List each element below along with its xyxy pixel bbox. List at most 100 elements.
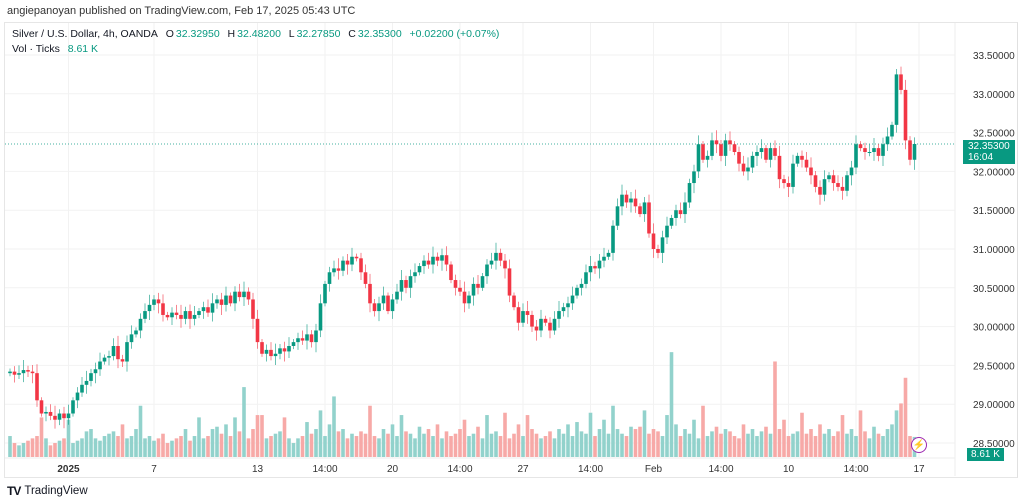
candle-body bbox=[215, 299, 219, 304]
volume-bar bbox=[588, 412, 593, 457]
candle-body bbox=[318, 303, 323, 331]
candle-body bbox=[282, 348, 287, 352]
candle-body bbox=[782, 179, 786, 184]
volume-bar bbox=[678, 436, 683, 457]
candle-body bbox=[179, 314, 183, 319]
volume-bar bbox=[359, 431, 363, 457]
volume-badge: 8.61 K bbox=[967, 448, 1004, 461]
candle-body bbox=[602, 256, 606, 261]
bar-countdown: 16:04 bbox=[968, 152, 994, 163]
volume-bar bbox=[107, 433, 111, 457]
legend: Silver / U.S. Dollar, 4h, OANDA O 32.3295… bbox=[12, 27, 501, 57]
candle-body bbox=[35, 373, 39, 401]
volume-bar bbox=[642, 410, 647, 457]
change-value: +0.02200 (+0.07%) bbox=[409, 28, 500, 40]
candle-body bbox=[863, 148, 867, 152]
candle-body bbox=[633, 198, 638, 207]
candle-body bbox=[125, 342, 129, 362]
volume-bar bbox=[458, 429, 462, 457]
volume-bar bbox=[606, 433, 611, 457]
volume-bar bbox=[710, 431, 714, 457]
volume-bar bbox=[264, 438, 269, 457]
volume-bar bbox=[431, 436, 435, 457]
volume-bar bbox=[687, 433, 692, 457]
volume-bar bbox=[71, 443, 75, 457]
candle-body bbox=[66, 413, 71, 419]
candle-body bbox=[903, 89, 908, 141]
volume-bar bbox=[219, 433, 224, 457]
volume-bar bbox=[48, 445, 53, 457]
volume-bar bbox=[147, 436, 152, 457]
time-tick-label: 14:00 bbox=[312, 464, 337, 475]
candle-body bbox=[71, 400, 75, 414]
volume-bar bbox=[188, 440, 192, 457]
candle-body bbox=[120, 359, 125, 362]
candle-body bbox=[606, 252, 611, 257]
volume-bar bbox=[381, 429, 386, 457]
volume-bar bbox=[624, 436, 629, 457]
candle-body bbox=[575, 287, 579, 296]
candle-body bbox=[21, 370, 26, 374]
volume-bar bbox=[768, 433, 773, 457]
candle-body bbox=[827, 175, 831, 180]
candle-body bbox=[777, 155, 782, 180]
volume-bar bbox=[84, 431, 89, 457]
volume-bar bbox=[903, 377, 908, 457]
volume-bar bbox=[345, 438, 350, 457]
time-tick-label: 2025 bbox=[57, 464, 80, 475]
volume-bar bbox=[399, 415, 404, 457]
volume-bar bbox=[512, 433, 516, 457]
volume-bar bbox=[237, 431, 242, 457]
tradingview-logo[interactable]: TV TradingView bbox=[7, 484, 88, 498]
volume-bar bbox=[836, 431, 840, 457]
volume-bar bbox=[534, 433, 539, 457]
candle-body bbox=[314, 330, 318, 343]
volume-bar bbox=[489, 433, 494, 457]
volume-bar bbox=[75, 440, 80, 457]
symbol-title[interactable]: Silver / U.S. Dollar, 4h, OANDA bbox=[12, 28, 158, 40]
candle-body bbox=[399, 280, 404, 292]
time-tick-label: Feb bbox=[645, 464, 663, 475]
volume-bar bbox=[197, 417, 201, 457]
volume-bar bbox=[422, 433, 426, 457]
volume-bar bbox=[737, 438, 741, 457]
volume-bar bbox=[584, 433, 588, 457]
candle-body bbox=[728, 140, 732, 145]
candle-body bbox=[476, 283, 480, 288]
candle-body bbox=[449, 264, 453, 281]
candle-body bbox=[336, 268, 341, 271]
candle-body bbox=[237, 291, 242, 298]
volume-bar bbox=[782, 419, 786, 457]
lightning-icon[interactable]: ⚡ bbox=[911, 437, 927, 453]
candle-body bbox=[300, 338, 305, 341]
candle-body bbox=[804, 159, 809, 168]
time-tick-label: 14:00 bbox=[708, 464, 733, 475]
candle-body bbox=[102, 357, 107, 362]
candle-body bbox=[80, 384, 84, 393]
volume-bar bbox=[876, 433, 881, 457]
candle-body bbox=[795, 155, 800, 164]
candle-body bbox=[458, 287, 462, 292]
volume-bar bbox=[170, 440, 174, 457]
candle-body bbox=[8, 371, 12, 374]
volume-bar bbox=[224, 424, 228, 457]
candle-body bbox=[417, 266, 422, 273]
volume-bar bbox=[453, 433, 458, 457]
price-tick-label: 28.50000 bbox=[973, 439, 1015, 450]
volume-bar bbox=[17, 445, 21, 457]
time-tick-label: 7 bbox=[151, 464, 157, 475]
candle-body bbox=[390, 299, 395, 312]
volume-bar bbox=[228, 436, 233, 457]
volume-bars bbox=[8, 352, 917, 457]
price-tick-label: 32.50000 bbox=[973, 129, 1015, 140]
volume-bar bbox=[885, 429, 890, 457]
volume-label[interactable]: Vol · Ticks bbox=[12, 43, 60, 55]
candle-body bbox=[822, 179, 827, 195]
volume-bar bbox=[21, 443, 26, 457]
volume-bar bbox=[485, 415, 489, 457]
volume-bar bbox=[183, 429, 188, 457]
candle-body bbox=[611, 225, 615, 253]
candle-body bbox=[818, 186, 822, 195]
volume-bar bbox=[125, 438, 129, 457]
